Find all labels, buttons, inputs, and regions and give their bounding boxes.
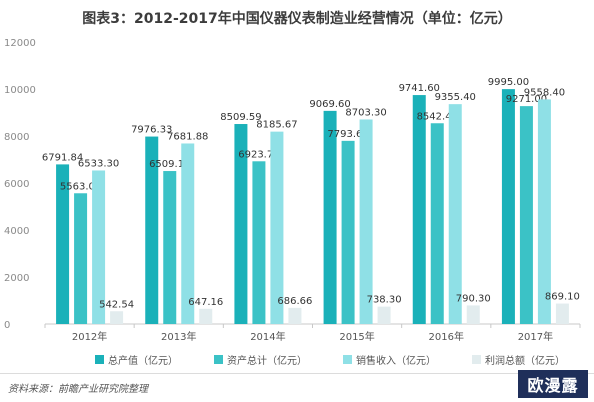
bar-total-output bbox=[323, 110, 337, 324]
bar-total-output bbox=[501, 89, 515, 325]
bar-total-assets bbox=[252, 161, 266, 324]
x-tick-label: 2017年 bbox=[518, 330, 553, 343]
bar-total-assets bbox=[341, 140, 355, 324]
data-label-total-output: 9741.60 bbox=[399, 83, 440, 94]
data-label-total-assets: 5563.01 bbox=[60, 181, 101, 192]
data-label-total-output: 9995.00 bbox=[488, 77, 529, 88]
data-label-sales-revenue: 8703.30 bbox=[345, 107, 386, 118]
data-label-total-output: 9069.60 bbox=[309, 99, 350, 110]
bar-total-profit bbox=[555, 303, 569, 324]
y-tick-label: 10000 bbox=[4, 85, 36, 96]
legend-label-total-assets: 资产总计（亿元） bbox=[227, 356, 307, 367]
data-label-total-output: 8509.59 bbox=[220, 112, 261, 123]
bar-sales-revenue bbox=[270, 131, 284, 324]
bar-total-profit bbox=[466, 305, 480, 324]
data-label-total-assets: 9271.00 bbox=[506, 94, 547, 105]
y-tick-label: 6000 bbox=[4, 179, 29, 190]
data-label-total-assets: 6509.13 bbox=[149, 159, 190, 170]
chart-title: 图表3：2012-2017年中国仪器仪表制造业经营情况（单位：亿元） bbox=[82, 11, 512, 27]
data-label-sales-revenue: 9558.40 bbox=[524, 87, 565, 98]
data-label-total-output: 6791.84 bbox=[42, 152, 83, 163]
x-tick-label: 2012年 bbox=[72, 330, 107, 343]
data-label-total-output: 7976.33 bbox=[131, 125, 172, 136]
bar-sales-revenue bbox=[181, 143, 195, 324]
bar-total-profit bbox=[199, 308, 213, 324]
x-tick-label: 2014年 bbox=[250, 330, 285, 343]
bar-total-profit bbox=[288, 307, 302, 324]
legend-label-sales-revenue: 销售收入（亿元） bbox=[356, 356, 436, 367]
legend-item-total-output: 总产值（亿元） bbox=[95, 352, 178, 367]
bar-total-output bbox=[56, 164, 70, 324]
data-label-total-profit: 738.30 bbox=[367, 295, 402, 306]
bar-total-output bbox=[412, 95, 426, 324]
legend-label-total-output: 总产值（亿元） bbox=[108, 356, 178, 367]
legend-swatch-total-output bbox=[95, 355, 104, 364]
bar-total-assets bbox=[163, 171, 177, 324]
bar-total-profit bbox=[110, 311, 124, 324]
data-label-sales-revenue: 7681.88 bbox=[167, 131, 208, 142]
data-label-sales-revenue: 9355.40 bbox=[435, 92, 476, 103]
y-tick-label: 8000 bbox=[4, 132, 29, 143]
x-tick-label: 2013年 bbox=[161, 330, 196, 343]
y-tick-label: 12000 bbox=[4, 38, 36, 49]
bar-total-output bbox=[234, 124, 248, 325]
legend: 总产值（亿元） 资产总计（亿元） 销售收入（亿元） 利润总额（亿元） bbox=[95, 352, 565, 367]
bar-total-profit bbox=[377, 306, 391, 324]
legend-item-total-assets: 资产总计（亿元） bbox=[214, 352, 307, 367]
legend-swatch-total-profit bbox=[472, 355, 481, 364]
data-label-total-assets: 8542.40 bbox=[417, 111, 458, 122]
data-label-total-assets: 7793.60 bbox=[327, 129, 368, 140]
brand-logo: 欧漫露 bbox=[518, 370, 588, 398]
data-label-total-profit: 790.30 bbox=[456, 293, 491, 304]
data-label-total-assets: 6923.78 bbox=[238, 149, 279, 160]
x-tick-label: 2016年 bbox=[429, 330, 464, 343]
legend-swatch-sales-revenue bbox=[343, 355, 352, 364]
bar-sales-revenue bbox=[448, 104, 462, 324]
legend-item-total-profit: 利润总额（亿元） bbox=[472, 352, 565, 367]
bar-total-output bbox=[145, 136, 159, 324]
bar-sales-revenue bbox=[359, 119, 373, 325]
data-label-total-profit: 542.54 bbox=[99, 299, 134, 310]
y-tick-label: 4000 bbox=[4, 226, 29, 237]
legend-label-total-profit: 利润总额（亿元） bbox=[485, 356, 565, 367]
legend-swatch-total-assets bbox=[214, 355, 223, 364]
bar-sales-revenue bbox=[537, 99, 551, 325]
data-label-total-profit: 686.66 bbox=[277, 296, 312, 307]
data-label-sales-revenue: 8185.67 bbox=[256, 120, 297, 131]
y-tick-label: 2000 bbox=[4, 273, 29, 284]
bar-total-assets bbox=[74, 193, 88, 324]
footer-divider bbox=[0, 373, 594, 374]
bar-sales-revenue bbox=[92, 170, 106, 324]
data-label-total-profit: 647.16 bbox=[188, 297, 223, 308]
bar-total-assets bbox=[519, 106, 533, 324]
data-label-total-profit: 869.10 bbox=[545, 292, 580, 303]
legend-item-sales-revenue: 销售收入（亿元） bbox=[343, 352, 436, 367]
x-tick-label: 2015年 bbox=[339, 330, 374, 343]
data-label-sales-revenue: 6533.30 bbox=[78, 158, 119, 169]
y-tick-label: 0 bbox=[4, 320, 10, 331]
source-note: 资料来源：前瞻产业研究院整理 bbox=[8, 384, 148, 395]
bar-total-assets bbox=[430, 123, 444, 324]
